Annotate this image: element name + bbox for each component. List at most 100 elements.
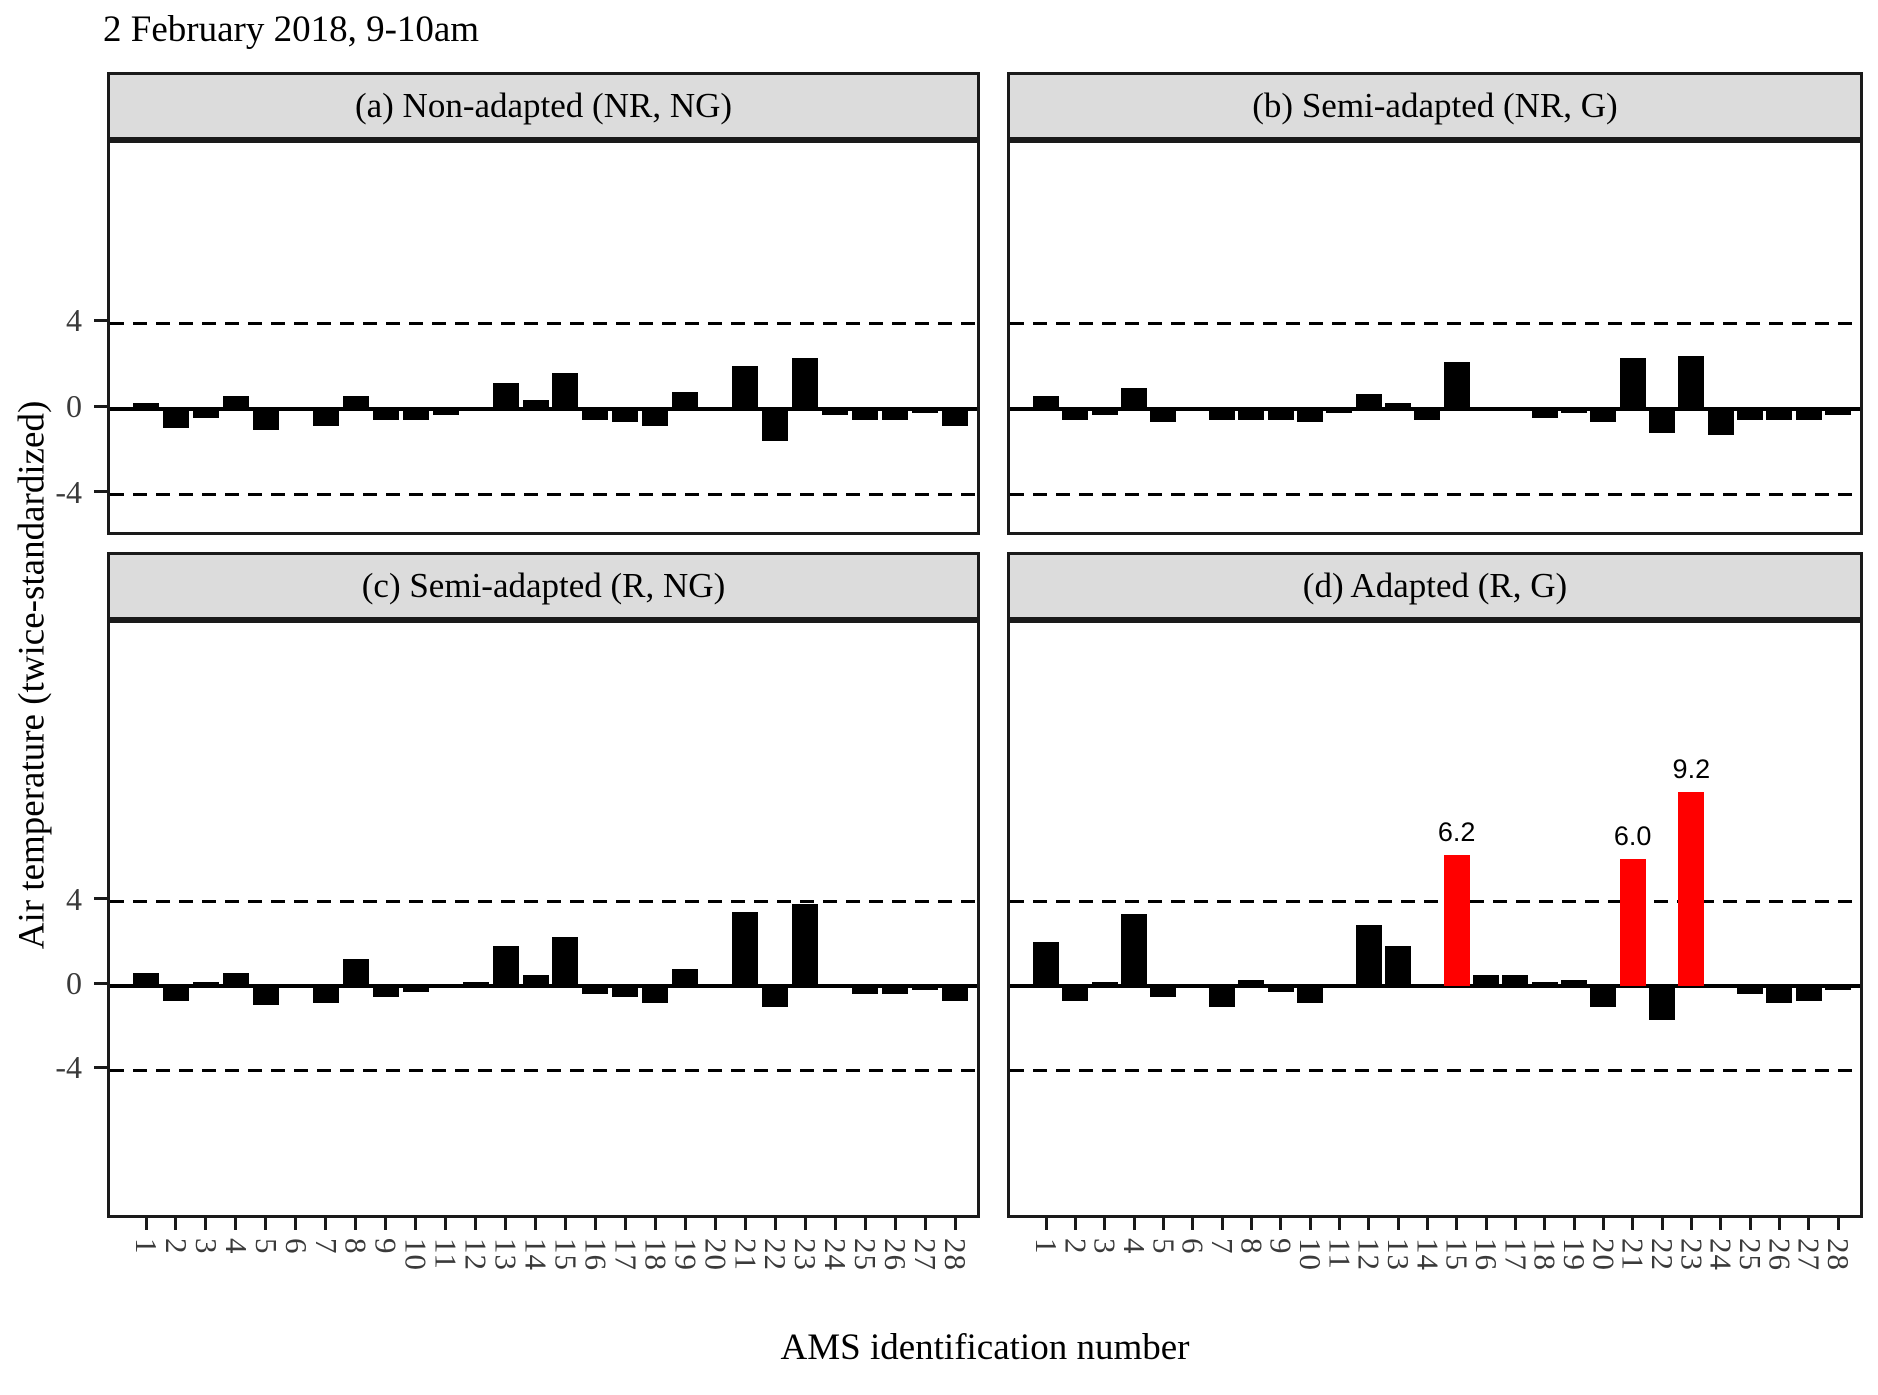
x-axis-label-12: 12 bbox=[1351, 1238, 1387, 1271]
bar-ams-10 bbox=[1297, 986, 1323, 1003]
panel-d-title: (d) Adapted (R, G) bbox=[1302, 566, 1568, 605]
x-axis-tick-11 bbox=[444, 1218, 448, 1230]
panel-d-header: (d) Adapted (R, G) bbox=[1007, 552, 1863, 620]
x-axis-label-8: 8 bbox=[1234, 1238, 1270, 1255]
bar-ams-26 bbox=[1766, 409, 1793, 420]
bar-ams-27 bbox=[1795, 986, 1822, 1001]
bar-ams-11 bbox=[432, 409, 459, 416]
x-axis-label-2: 2 bbox=[158, 1238, 194, 1255]
x-axis-tick-25 bbox=[863, 1218, 867, 1230]
x-axis-tick-10 bbox=[414, 1218, 418, 1230]
x-axis-label-20: 20 bbox=[698, 1238, 734, 1271]
x-axis-label-25: 25 bbox=[848, 1238, 884, 1271]
x-axis-label-28: 28 bbox=[1821, 1238, 1856, 1271]
bar-ams-3 bbox=[192, 981, 219, 986]
reference-line-y4 bbox=[1010, 321, 1860, 325]
x-axis-tick-3 bbox=[1103, 1218, 1107, 1230]
x-axis-tick-12 bbox=[474, 1218, 478, 1230]
bar-ams-13 bbox=[492, 945, 519, 986]
bar-ams-7 bbox=[1209, 986, 1235, 1008]
bar-ams-26 bbox=[882, 409, 909, 420]
bar-ams-22 bbox=[1649, 986, 1675, 1020]
bar-ams-25 bbox=[1737, 986, 1763, 995]
x-axis-tick-9 bbox=[384, 1218, 388, 1230]
panel-b-plot bbox=[1007, 140, 1863, 535]
x-axis-tick-15 bbox=[1455, 1218, 1459, 1230]
bar-ams-15 bbox=[552, 937, 579, 986]
x-axis-label-24: 24 bbox=[818, 1238, 854, 1271]
x-axis-tick-27 bbox=[1807, 1218, 1811, 1230]
bar-ams-4 bbox=[222, 396, 249, 409]
bar-ams-20 bbox=[1590, 409, 1617, 422]
x-axis-tick-20 bbox=[1601, 1218, 1605, 1230]
x-axis-label-7: 7 bbox=[308, 1238, 344, 1255]
x-axis-tick-25 bbox=[1748, 1218, 1752, 1230]
x-axis-tick-21 bbox=[1631, 1218, 1635, 1230]
bar-ams-28 bbox=[942, 409, 968, 427]
x-axis-tick-19 bbox=[1572, 1218, 1576, 1230]
bar-ams-12 bbox=[462, 981, 489, 986]
bar-ams-18 bbox=[1531, 409, 1558, 418]
x-axis-label-11: 11 bbox=[428, 1238, 464, 1270]
x-axis-label-18: 18 bbox=[1527, 1238, 1563, 1271]
bar-ams-28 bbox=[1825, 986, 1851, 991]
x-axis-label-8: 8 bbox=[338, 1238, 374, 1255]
x-axis-tick-13 bbox=[1396, 1218, 1400, 1230]
bar-ams-9 bbox=[372, 409, 399, 420]
bar-ams-16 bbox=[1473, 975, 1499, 986]
x-axis-tick-2 bbox=[174, 1218, 178, 1230]
bar-ams-7 bbox=[312, 986, 339, 1003]
x-axis-label-22: 22 bbox=[1645, 1238, 1680, 1271]
bar-ams-9 bbox=[1267, 986, 1294, 993]
bar-ams-17 bbox=[612, 409, 639, 422]
x-axis-tick-26 bbox=[1777, 1218, 1781, 1230]
y-axis-label-0: 0 bbox=[66, 965, 82, 1001]
bar-ams-8 bbox=[342, 958, 369, 986]
reference-line-y-4 bbox=[1010, 493, 1860, 497]
y-axis-label--4: -4 bbox=[55, 1049, 82, 1086]
x-axis-label-13: 13 bbox=[1381, 1238, 1416, 1271]
bar-ams-19 bbox=[1561, 979, 1587, 986]
reference-line-y-4 bbox=[110, 1068, 977, 1072]
bar-value-label-21: 6.0 bbox=[1613, 821, 1652, 852]
bar-ams-9 bbox=[1267, 409, 1294, 420]
x-axis-tick-8 bbox=[354, 1218, 358, 1230]
y-axis-tick--4 bbox=[94, 490, 107, 494]
x-axis-label-26: 26 bbox=[878, 1238, 914, 1271]
bar-ams-24 bbox=[822, 409, 849, 416]
x-axis-label-10: 10 bbox=[398, 1238, 434, 1271]
bar-ams-10 bbox=[402, 986, 429, 993]
x-axis-tick-22 bbox=[773, 1218, 777, 1230]
bar-ams-13 bbox=[492, 383, 519, 409]
bar-ams-5 bbox=[252, 986, 279, 1005]
x-axis-label-3: 3 bbox=[188, 1238, 224, 1255]
panel-d-plot: 6.2 6.0 9.2 bbox=[1007, 620, 1863, 1218]
x-axis-tick-10 bbox=[1308, 1218, 1312, 1230]
bar-ams-1 bbox=[1033, 396, 1059, 409]
y-axis-tick--4 bbox=[94, 1065, 107, 1069]
x-axis-tick-8 bbox=[1249, 1218, 1253, 1230]
bar-ams-19 bbox=[1561, 409, 1587, 414]
x-axis-label-18: 18 bbox=[638, 1238, 674, 1271]
x-axis-label-27: 27 bbox=[908, 1238, 944, 1271]
bar-ams-12 bbox=[462, 406, 489, 409]
bar-ams-8 bbox=[342, 396, 369, 409]
bar-ams-15 bbox=[1443, 361, 1470, 409]
y-axis-label-4: 4 bbox=[66, 302, 82, 339]
bar-ams-22 bbox=[1649, 409, 1675, 433]
zero-line bbox=[110, 984, 977, 988]
x-axis-label-14: 14 bbox=[518, 1238, 554, 1271]
reference-line-y-4 bbox=[110, 493, 977, 497]
x-axis-label-13: 13 bbox=[488, 1238, 524, 1271]
x-axis-label-4: 4 bbox=[1117, 1238, 1152, 1255]
bar-ams-14 bbox=[522, 400, 549, 409]
bar-ams-1 bbox=[133, 402, 159, 409]
x-axis-tick-23 bbox=[803, 1218, 807, 1230]
bar-ams-11 bbox=[1326, 409, 1353, 414]
x-axis-label-28: 28 bbox=[938, 1238, 973, 1271]
x-axis-label-11: 11 bbox=[1322, 1238, 1358, 1270]
y-axis-tick-0 bbox=[94, 981, 107, 985]
bar-ams-4 bbox=[222, 973, 249, 986]
bar-ams-14 bbox=[1414, 409, 1441, 420]
x-axis-tick-19 bbox=[683, 1218, 687, 1230]
